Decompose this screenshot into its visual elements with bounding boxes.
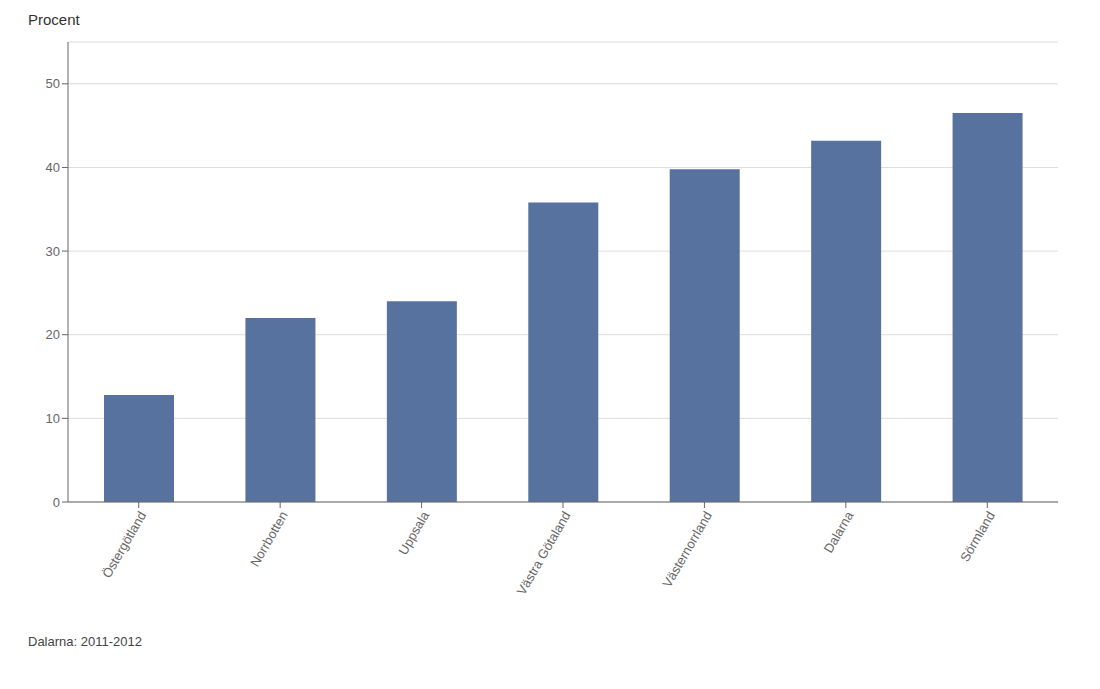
svg-text:Uppsala: Uppsala: [395, 508, 432, 557]
svg-text:Dalarna: Dalarna: [821, 508, 857, 556]
svg-text:50: 50: [46, 76, 60, 91]
html-text:Procent: Procent: [28, 11, 80, 28]
svg-text:Östergötland: Östergötland: [99, 509, 149, 581]
svg-text:20: 20: [46, 327, 60, 342]
svg-text:10: 10: [46, 411, 60, 426]
svg-text:Västernorrland: Västernorrland: [659, 509, 715, 590]
svg-text:Norrbotten: Norrbotten: [247, 509, 291, 570]
svg-text:Västra Götaland: Västra Götaland: [514, 509, 574, 598]
svg-text:30: 30: [46, 244, 60, 259]
svg-text:Sörmland: Sörmland: [957, 509, 998, 565]
html-text:Dalarna: 2011-2012: Dalarna: 2011-2012: [28, 634, 142, 649]
svg-text:40: 40: [46, 160, 60, 175]
svg-text:0: 0: [53, 495, 60, 510]
